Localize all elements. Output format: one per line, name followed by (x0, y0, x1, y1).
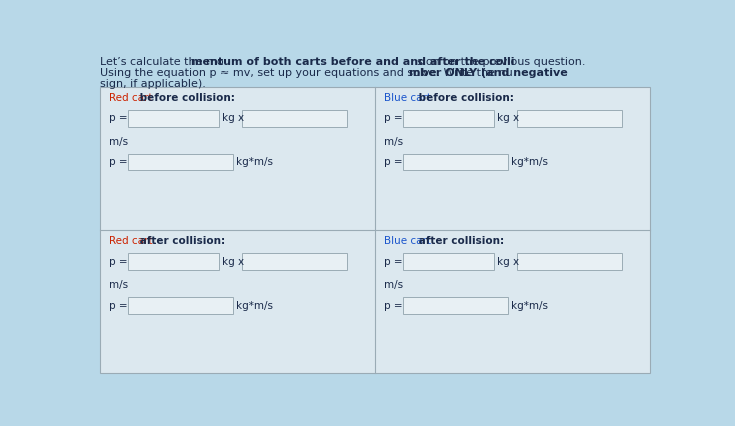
Text: p =: p = (384, 157, 403, 167)
Text: kg*m/s: kg*m/s (511, 157, 548, 167)
Text: p =: p = (384, 113, 403, 124)
FancyBboxPatch shape (517, 109, 622, 127)
FancyBboxPatch shape (100, 86, 650, 373)
FancyBboxPatch shape (243, 253, 347, 270)
Text: p =: p = (109, 257, 128, 267)
Text: mentum of both carts before and and after the colli: mentum of both carts before and and afte… (191, 57, 514, 67)
Text: p =: p = (384, 301, 403, 311)
Text: sion on the previous question.: sion on the previous question. (417, 57, 586, 67)
Text: before collision:: before collision: (415, 93, 514, 103)
Text: p =: p = (109, 157, 128, 167)
Text: Using the equation p ≈ mv, set up your equations and solve. Write the nu: Using the equation p ≈ mv, set up your e… (100, 68, 512, 78)
Text: Blue cart: Blue cart (384, 93, 431, 103)
Text: kg*m/s: kg*m/s (511, 301, 548, 311)
FancyBboxPatch shape (404, 253, 494, 270)
Text: m/s: m/s (384, 137, 404, 147)
Text: kg x: kg x (498, 257, 520, 267)
FancyBboxPatch shape (517, 253, 622, 270)
FancyBboxPatch shape (404, 297, 508, 314)
FancyBboxPatch shape (404, 109, 494, 127)
Text: kg x: kg x (222, 257, 244, 267)
Text: Red cart: Red cart (109, 93, 152, 103)
Text: before collision:: before collision: (136, 93, 235, 103)
Text: after collision:: after collision: (136, 236, 226, 246)
FancyBboxPatch shape (129, 297, 233, 314)
Text: kg*m/s: kg*m/s (236, 157, 273, 167)
Text: mber ONLY (and negative: mber ONLY (and negative (409, 68, 567, 78)
FancyBboxPatch shape (129, 253, 219, 270)
Text: m/s: m/s (109, 280, 128, 290)
Text: m/s: m/s (384, 280, 404, 290)
Text: p =: p = (384, 257, 403, 267)
Text: p =: p = (109, 301, 128, 311)
Text: kg*m/s: kg*m/s (236, 301, 273, 311)
Text: kg x: kg x (498, 113, 520, 124)
Text: Red cart: Red cart (109, 236, 152, 246)
FancyBboxPatch shape (243, 109, 347, 127)
Text: m/s: m/s (109, 137, 128, 147)
Text: p =: p = (109, 113, 128, 124)
Text: kg x: kg x (222, 113, 244, 124)
Text: Let’s calculate the mo: Let’s calculate the mo (100, 57, 223, 67)
Text: Blue cart: Blue cart (384, 236, 431, 246)
Text: sign, if applicable).: sign, if applicable). (100, 79, 206, 89)
FancyBboxPatch shape (129, 153, 233, 170)
Text: after collision:: after collision: (415, 236, 504, 246)
FancyBboxPatch shape (404, 153, 508, 170)
FancyBboxPatch shape (129, 109, 219, 127)
